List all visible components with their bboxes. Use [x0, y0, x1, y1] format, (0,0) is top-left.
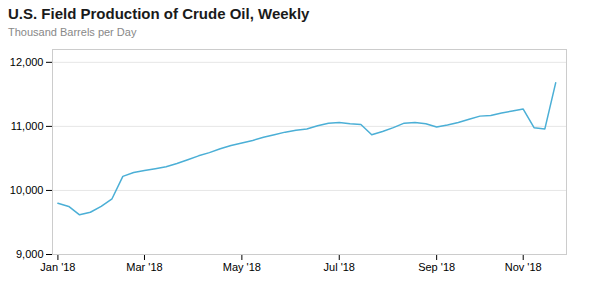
svg-text:Nov '18: Nov '18 [505, 261, 542, 273]
svg-text:Mar '18: Mar '18 [126, 261, 162, 273]
svg-text:Jul '18: Jul '18 [324, 261, 355, 273]
svg-text:10,000: 10,000 [10, 184, 44, 196]
svg-text:11,000: 11,000 [11, 120, 44, 132]
svg-text:9,000: 9,000 [16, 248, 44, 260]
svg-text:12,000: 12,000 [10, 56, 44, 68]
svg-text:Sep '18: Sep '18 [418, 261, 455, 273]
svg-text:May '18: May '18 [223, 261, 261, 273]
html-text:U.S. Field Production of Crude: U.S. Field Production of Crude Oil, Week… [8, 5, 310, 22]
svg-text:Jan '18: Jan '18 [40, 261, 75, 273]
html-text:Thousand Barrels per Day: Thousand Barrels per Day [8, 26, 137, 38]
